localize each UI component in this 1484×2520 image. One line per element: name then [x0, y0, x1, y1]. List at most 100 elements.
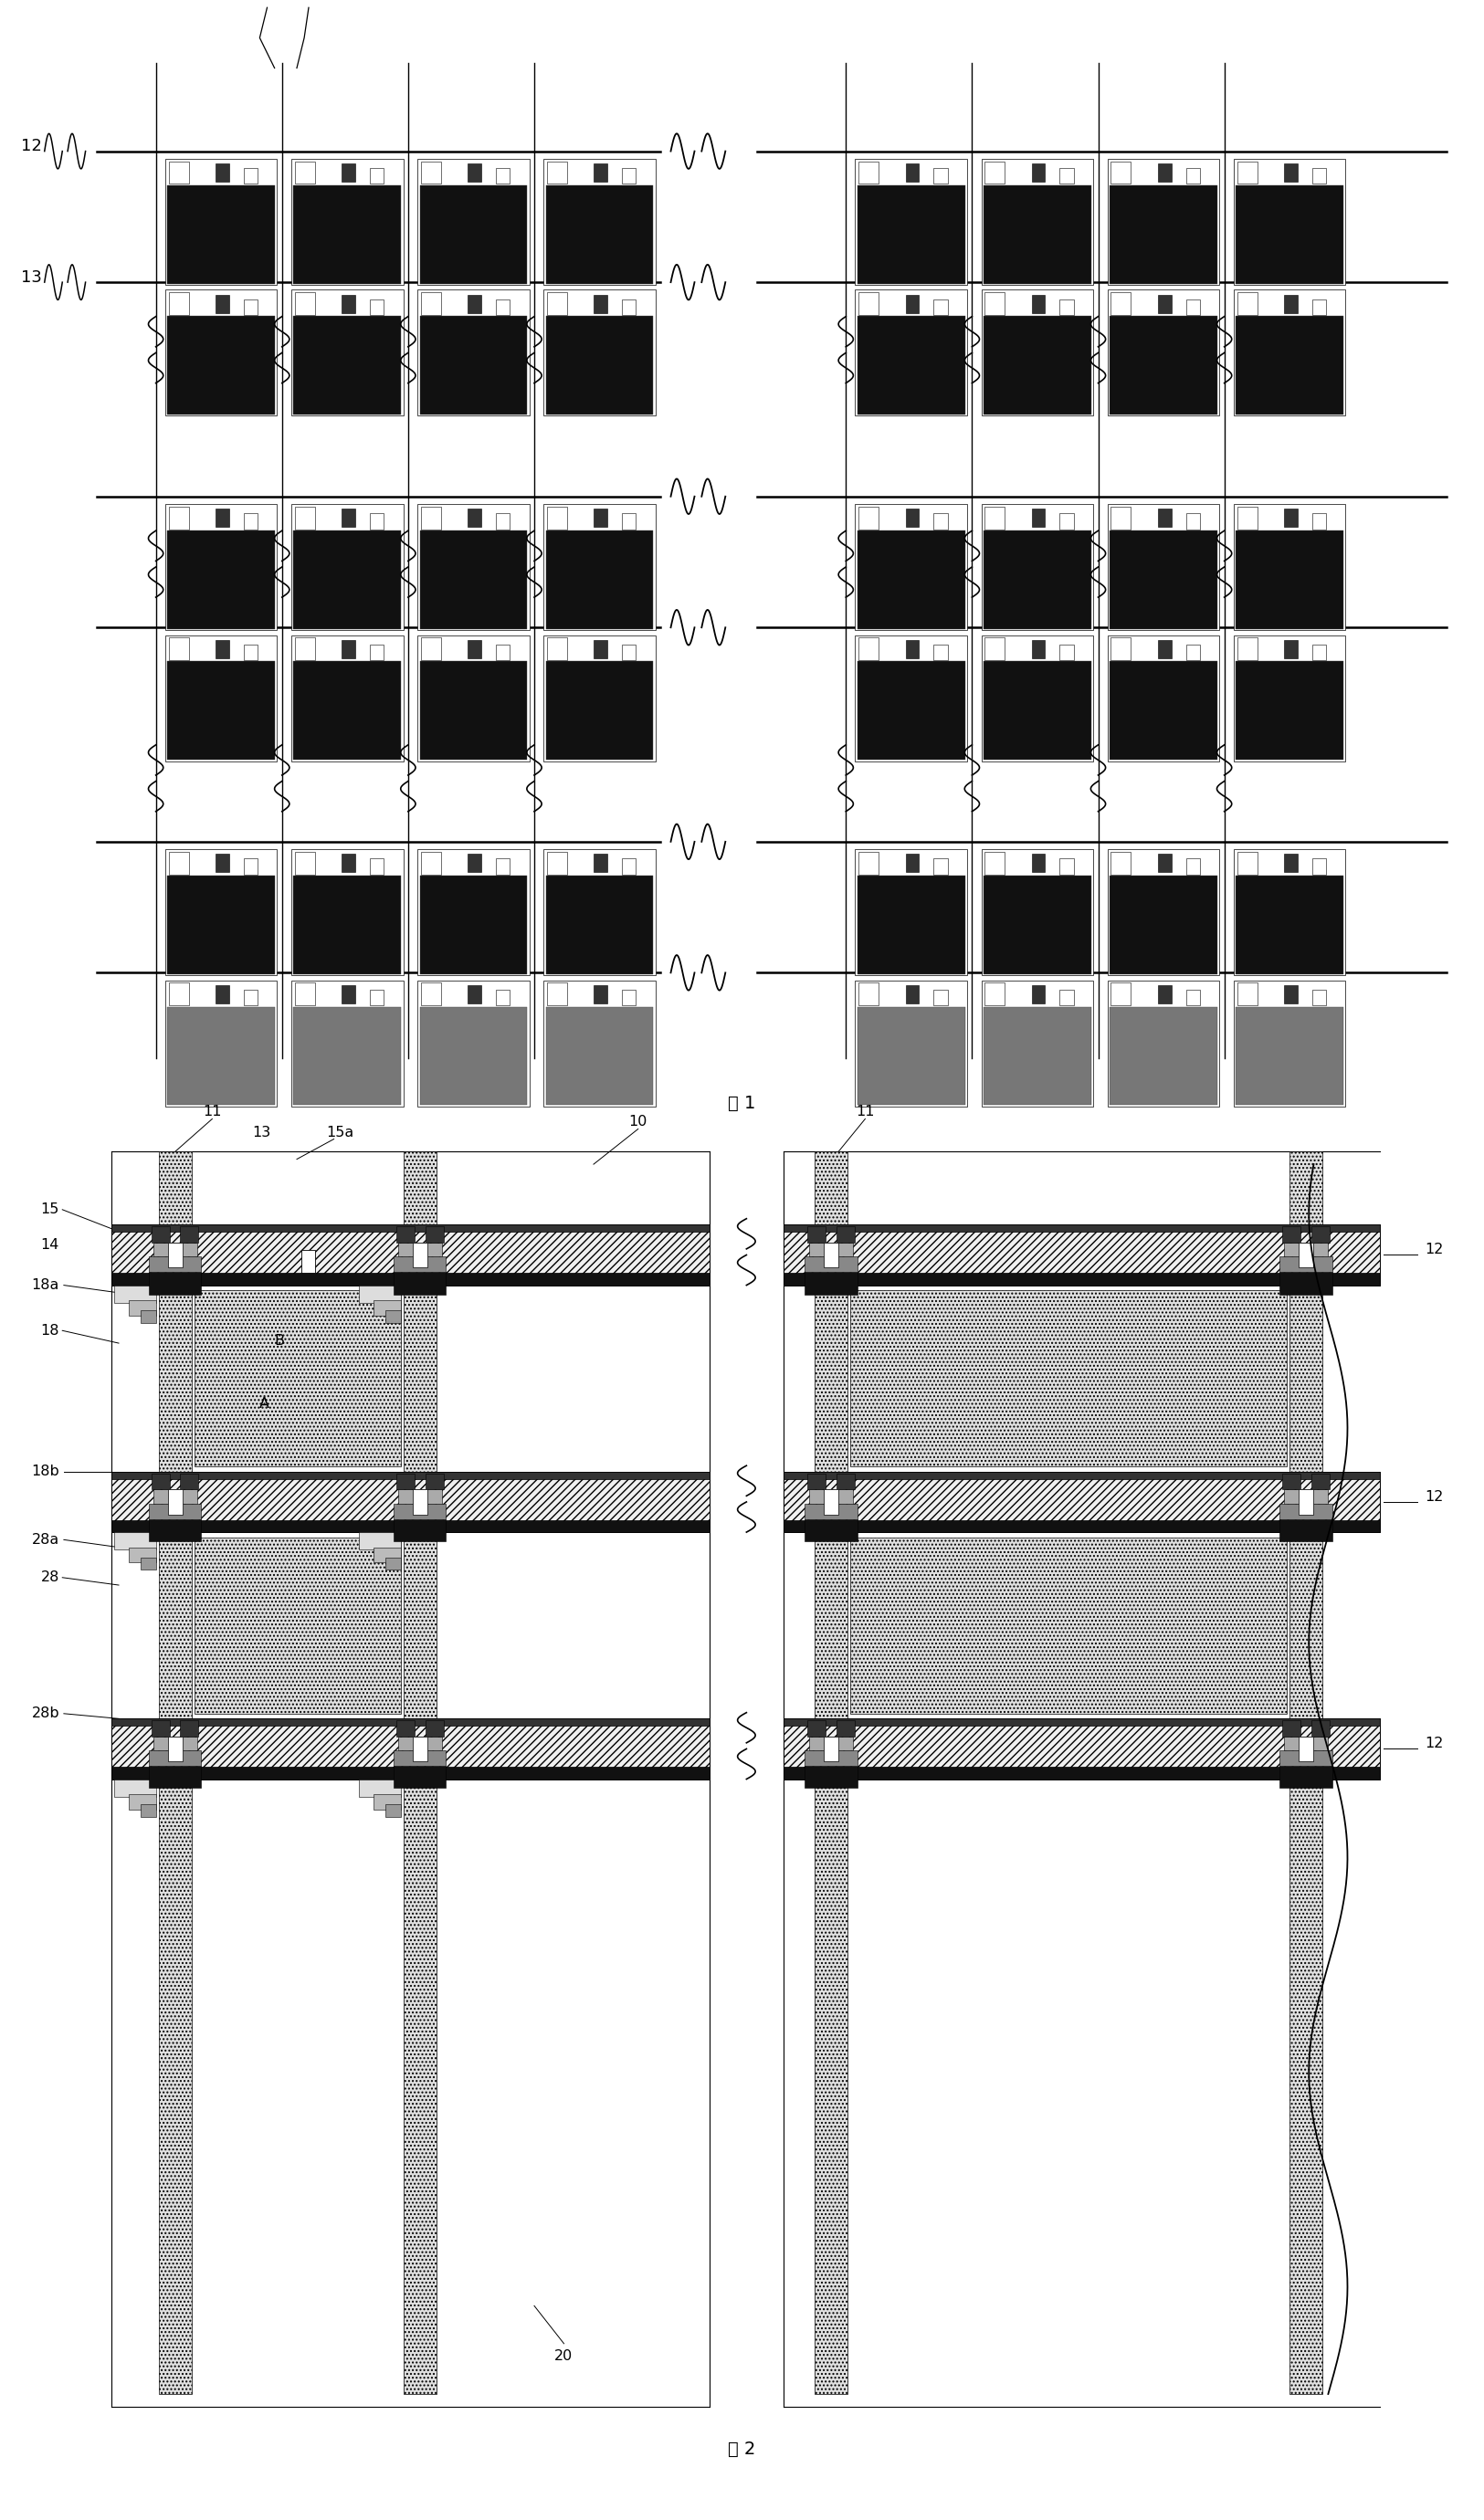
Bar [1107, 635, 1220, 761]
Bar [417, 159, 530, 285]
Bar [859, 852, 879, 874]
Bar [413, 1736, 427, 1761]
Bar [1186, 169, 1201, 184]
Bar [784, 1767, 1380, 1779]
Bar [1112, 292, 1131, 315]
Bar [1284, 1489, 1328, 1504]
Bar [370, 514, 384, 529]
Bar [243, 514, 258, 529]
Bar [159, 1152, 191, 2394]
Bar [153, 1489, 197, 1504]
Bar [859, 507, 879, 529]
Bar [622, 859, 637, 874]
Bar [168, 1005, 275, 1106]
Bar [294, 874, 401, 975]
Bar [981, 849, 1094, 975]
Bar [496, 169, 510, 184]
Bar [295, 507, 315, 529]
Bar [413, 1489, 427, 1515]
Bar [165, 980, 278, 1106]
Bar [111, 1472, 709, 1532]
Text: 25a: 25a [371, 1474, 399, 1489]
Bar [933, 990, 948, 1005]
Bar [467, 854, 481, 872]
Bar [169, 292, 188, 315]
Bar [417, 290, 530, 416]
Bar [181, 1721, 199, 1736]
Bar [858, 874, 965, 975]
Bar [1282, 1474, 1300, 1489]
Bar [168, 186, 275, 285]
Bar [1186, 990, 1201, 1005]
Bar [1112, 852, 1131, 874]
Bar [393, 1273, 447, 1295]
Bar [111, 1225, 709, 1232]
Bar [546, 874, 653, 975]
Bar [1279, 1257, 1333, 1273]
Bar [1312, 859, 1327, 874]
Bar [294, 1005, 401, 1106]
Bar [1107, 290, 1220, 416]
Text: 11: 11 [856, 1106, 874, 1119]
Bar [393, 1504, 447, 1520]
Bar [985, 983, 1005, 1005]
Bar [420, 186, 527, 285]
Bar [396, 1474, 414, 1489]
Bar [496, 990, 510, 1005]
Bar [784, 1520, 1380, 1532]
Bar [981, 290, 1094, 416]
Bar [1186, 300, 1201, 315]
Bar [543, 159, 656, 285]
Bar [1279, 1751, 1333, 1767]
Bar [393, 1257, 447, 1273]
Text: 11: 11 [203, 1106, 221, 1119]
Bar [151, 1227, 169, 1242]
Bar [393, 1520, 447, 1542]
Bar [855, 980, 968, 1106]
Bar [141, 1310, 156, 1323]
Bar [807, 1227, 825, 1242]
Bar [341, 164, 355, 181]
Bar [421, 983, 441, 1005]
Bar [1107, 504, 1220, 630]
Bar [859, 161, 879, 184]
Bar [1110, 318, 1217, 416]
Bar [804, 1273, 858, 1295]
Bar [1110, 874, 1217, 975]
Bar [295, 852, 315, 874]
Bar [1284, 640, 1297, 658]
Bar [294, 532, 401, 630]
Bar [420, 874, 527, 975]
Bar [594, 164, 607, 181]
Bar [804, 1520, 858, 1542]
Bar [215, 164, 229, 181]
Bar [985, 292, 1005, 315]
Bar [1312, 990, 1327, 1005]
Bar [1298, 1242, 1313, 1268]
Text: 10: 10 [629, 1116, 647, 1129]
Bar [168, 1242, 183, 1268]
Bar [784, 1225, 1380, 1285]
Bar [622, 645, 637, 660]
Bar [546, 186, 653, 285]
Bar [1238, 638, 1257, 660]
Bar [341, 985, 355, 1003]
Bar [1238, 161, 1257, 184]
Bar [543, 635, 656, 761]
Bar [386, 1557, 401, 1570]
Bar [467, 164, 481, 181]
Bar [815, 1152, 847, 2394]
Bar [1312, 1721, 1330, 1736]
Bar [291, 159, 404, 285]
Bar [496, 514, 510, 529]
Text: 12: 12 [1425, 1736, 1444, 1751]
Bar [181, 1474, 199, 1489]
Bar [850, 1537, 1287, 1714]
Bar [622, 300, 637, 315]
Bar [1112, 507, 1131, 529]
Bar [933, 300, 948, 315]
Bar [1031, 854, 1045, 872]
Bar [1031, 164, 1045, 181]
Bar [1158, 854, 1171, 872]
Text: 28a: 28a [31, 1532, 59, 1547]
